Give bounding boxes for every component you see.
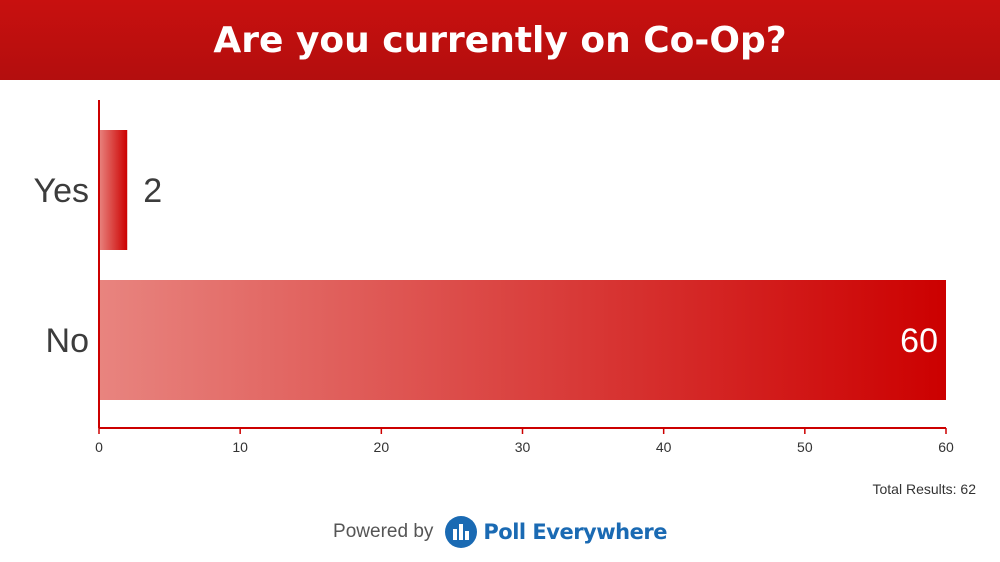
category-labels-group: Yes No [34,172,89,360]
x-tick-label: 60 [938,439,954,455]
poll-everywhere-brand: Poll Everywhere [483,520,667,544]
x-axis-ticks-group: 0 10 20 30 40 50 60 [95,428,954,455]
total-results: Total Results: 62 [872,481,977,497]
category-label-no: No [46,322,89,360]
value-labels-group: 2 60 [143,172,938,360]
x-tick-label: 0 [95,439,103,455]
chart-title: Are you currently on Co-Op? [213,19,787,61]
poll-everywhere-logo-icon [445,516,478,548]
value-label-no: 60 [900,322,938,360]
bar-chart: Yes No 2 60 0 10 20 30 40 50 60 [34,100,954,455]
bar-yes [99,130,128,250]
bar-no [99,280,946,400]
powered-by-label: Powered by [333,521,434,542]
bars-group [99,130,946,400]
category-label-yes: Yes [34,172,89,210]
x-tick-label: 50 [797,439,813,455]
value-label-yes: 2 [143,172,162,210]
x-tick-label: 10 [232,439,248,455]
x-tick-label: 40 [656,439,672,455]
x-tick-label: 20 [374,439,390,455]
chart-header: Are you currently on Co-Op? [0,0,1000,80]
powered-by-footer: Powered by Poll Everywhere [0,512,1000,552]
x-tick-label: 30 [515,439,531,455]
